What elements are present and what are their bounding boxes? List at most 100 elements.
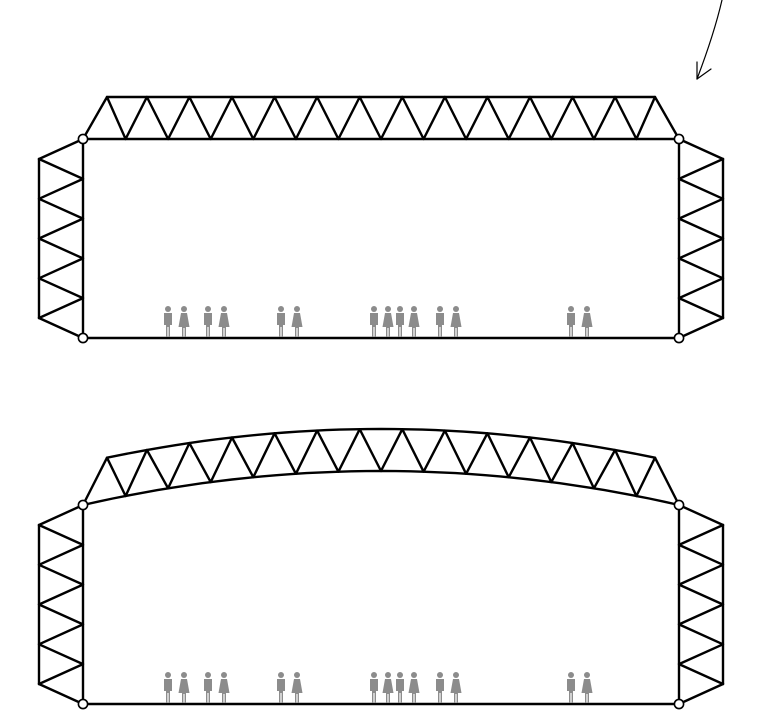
right-column-web (677, 157, 725, 320)
person-body (204, 679, 212, 703)
person-head (278, 672, 284, 678)
person-body (396, 679, 404, 703)
person-body (218, 679, 230, 703)
right-column-bottom-brace (677, 316, 725, 340)
person-body (178, 313, 190, 337)
person-head (437, 306, 443, 312)
person-icon (164, 306, 172, 337)
left-column-bottom-brace (37, 682, 85, 706)
hinge-icon (77, 499, 89, 511)
person-icon (382, 672, 394, 703)
person-icon (436, 306, 444, 337)
person-icon (164, 672, 172, 703)
person-head (294, 306, 300, 312)
person-icon (370, 306, 378, 337)
hinge-icon (77, 332, 89, 344)
roof-web (81, 428, 681, 507)
person-icon (450, 306, 462, 337)
roof-bottom-chord (81, 469, 681, 507)
hinge-icon (77, 698, 89, 710)
person-body (291, 313, 303, 337)
person-head (411, 306, 417, 312)
person-icon (581, 306, 593, 337)
person-icon (291, 306, 303, 337)
cambered-roof-frame (37, 427, 725, 710)
person-icon (178, 672, 190, 703)
person-body (408, 313, 420, 337)
person-icon (396, 672, 404, 703)
person-head (294, 672, 300, 678)
person-icon (204, 306, 212, 337)
person-body (370, 679, 378, 703)
left-column-top-brace (37, 137, 85, 161)
person-head (453, 672, 459, 678)
person-head (278, 306, 284, 312)
right-column-top-brace (677, 137, 725, 161)
person-head (385, 306, 391, 312)
person-icon (408, 672, 420, 703)
person-body (567, 679, 575, 703)
person-body (370, 313, 378, 337)
left-column-web (37, 523, 85, 686)
person-icon (382, 306, 394, 337)
person-body (450, 679, 462, 703)
right-column-web (677, 523, 725, 686)
hinge-icon (673, 332, 685, 344)
person-body (567, 313, 575, 337)
right-column-top-brace (677, 503, 725, 527)
person-head (181, 306, 187, 312)
person-body (450, 313, 462, 337)
person-head (181, 672, 187, 678)
person-head (205, 672, 211, 678)
person-head (205, 306, 211, 312)
hinge-icon (77, 133, 89, 145)
person-head (568, 306, 574, 312)
person-body (218, 313, 230, 337)
person-icon (450, 672, 462, 703)
person-body (382, 313, 394, 337)
load-arrow (696, 0, 723, 80)
person-body (277, 679, 285, 703)
person-body (396, 313, 404, 337)
arrow-icon (696, 0, 723, 80)
person-body (204, 313, 212, 337)
person-icon (291, 672, 303, 703)
person-head (584, 672, 590, 678)
person-body (291, 679, 303, 703)
person-body (164, 313, 172, 337)
person-head (584, 306, 590, 312)
person-body (436, 313, 444, 337)
person-head (411, 672, 417, 678)
person-head (568, 672, 574, 678)
person-head (397, 306, 403, 312)
person-head (437, 672, 443, 678)
person-icon (277, 306, 285, 337)
hinge-icon (673, 133, 685, 145)
person-body (581, 679, 593, 703)
person-head (221, 672, 227, 678)
person-head (371, 672, 377, 678)
person-body (408, 679, 420, 703)
left-column-bottom-brace (37, 316, 85, 340)
roof-top-chord (105, 427, 657, 459)
person-body (164, 679, 172, 703)
left-column-web (37, 157, 85, 320)
person-icon (178, 306, 190, 337)
person-head (397, 672, 403, 678)
person-body (581, 313, 593, 337)
person-icon (581, 672, 593, 703)
hinge-icon (673, 499, 685, 511)
hinge-icon (673, 698, 685, 710)
person-icon (277, 672, 285, 703)
person-head (221, 306, 227, 312)
left-column-top-brace (37, 503, 85, 527)
flat-roof-frame (37, 95, 725, 344)
person-head (453, 306, 459, 312)
person-icon (436, 672, 444, 703)
person-head (165, 306, 171, 312)
person-icon (396, 306, 404, 337)
person-body (436, 679, 444, 703)
roof-web (81, 95, 681, 141)
person-icon (218, 672, 230, 703)
